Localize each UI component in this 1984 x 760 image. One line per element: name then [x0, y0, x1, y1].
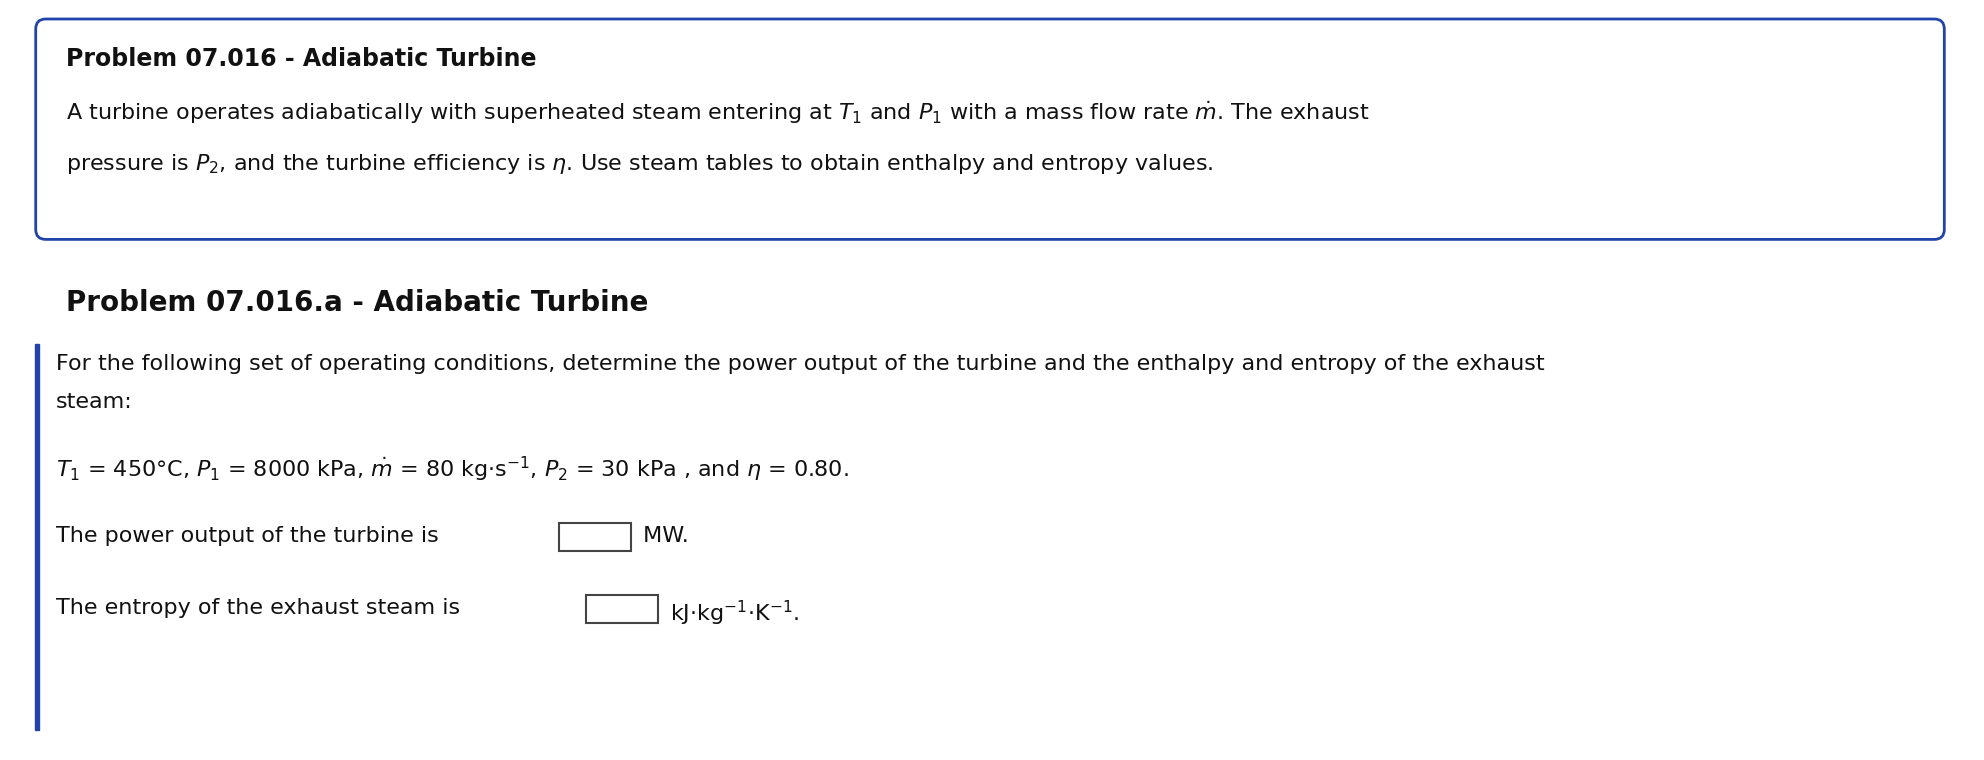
- Text: The power output of the turbine is: The power output of the turbine is: [56, 527, 446, 546]
- Text: steam:: steam:: [56, 392, 133, 413]
- Text: For the following set of operating conditions, determine the power output of the: For the following set of operating condi…: [56, 354, 1544, 375]
- Text: A turbine operates adiabatically with superheated steam entering at $T_1$ and $P: A turbine operates adiabatically with su…: [65, 99, 1369, 126]
- Text: The entropy of the exhaust steam is: The entropy of the exhaust steam is: [56, 598, 466, 619]
- Bar: [559, 524, 631, 552]
- Text: $T_1$ = 450°C, $P_1$ = 8000 kPa, $\dot{m}$ = 80 kg·s$^{-1}$, $P_2$ = 30 kPa , an: $T_1$ = 450°C, $P_1$ = 8000 kPa, $\dot{m…: [56, 454, 849, 483]
- Text: Problem 07.016.a - Adiabatic Turbine: Problem 07.016.a - Adiabatic Turbine: [65, 290, 649, 318]
- Bar: [587, 595, 659, 623]
- Bar: [34, 344, 40, 730]
- Text: Problem 07.016 - Adiabatic Turbine: Problem 07.016 - Adiabatic Turbine: [65, 47, 536, 71]
- Text: kJ·kg$^{-1}$·K$^{-1}$.: kJ·kg$^{-1}$·K$^{-1}$.: [663, 598, 800, 628]
- Text: MW.: MW.: [635, 527, 688, 546]
- Text: pressure is $P_2$, and the turbine efficiency is $\eta$. Use steam tables to obt: pressure is $P_2$, and the turbine effic…: [65, 152, 1212, 176]
